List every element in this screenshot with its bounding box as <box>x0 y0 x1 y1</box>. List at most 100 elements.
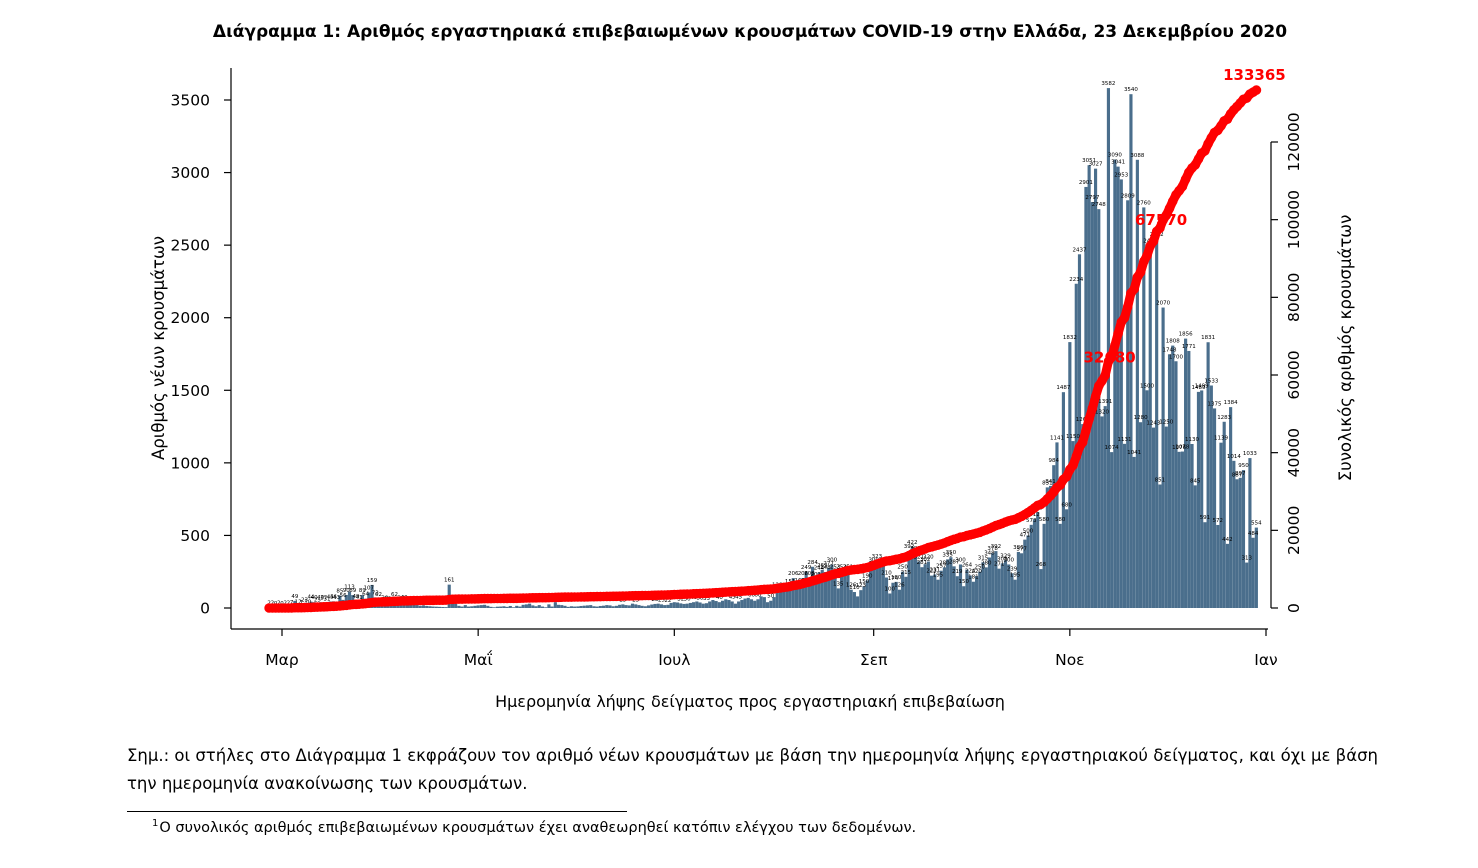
bar <box>1158 484 1162 608</box>
bar <box>1003 560 1008 608</box>
bar <box>720 600 725 608</box>
bar <box>714 601 718 608</box>
bar-value-label: 897 <box>1235 471 1246 477</box>
bar-value-label: 64 <box>362 592 369 598</box>
bar-value-label: 841 <box>1045 479 1056 485</box>
bar <box>788 586 792 608</box>
bar-value-label: 46 <box>330 594 337 600</box>
bar <box>775 589 779 608</box>
bar-value-label: 1487 <box>1056 385 1070 391</box>
cumulative-point <box>1084 414 1094 424</box>
bar-value-label: 572 <box>1213 518 1224 524</box>
bar-value-label: 73 <box>372 590 379 596</box>
bar <box>415 605 419 608</box>
bar <box>425 605 429 608</box>
bar-value-label: 30 <box>684 597 691 603</box>
y2-tick-label: 100000 <box>1285 190 1303 249</box>
bar <box>862 586 866 608</box>
bar-value-label: 1041 <box>1127 450 1141 456</box>
y-tick-label: 2000 <box>171 309 210 327</box>
bar <box>418 605 422 608</box>
bar <box>946 559 950 608</box>
cumulative-point <box>1251 85 1262 95</box>
bar-value-label: 41 <box>356 595 363 601</box>
bar <box>888 593 892 608</box>
bar-value-label: 257 <box>936 564 947 570</box>
bar <box>939 570 943 608</box>
y2-tick-label: 80000 <box>1285 273 1303 322</box>
bar-value-label: 315 <box>978 555 989 561</box>
bar <box>772 597 776 608</box>
y-tick-label: 500 <box>180 527 210 545</box>
bar <box>692 602 696 608</box>
bar <box>1219 442 1223 608</box>
bar <box>1151 427 1156 608</box>
bar-value-label: 1384 <box>1224 400 1238 406</box>
bar <box>1148 245 1152 608</box>
bar-value-label: 1130 <box>1185 437 1199 443</box>
bar-value-label: 150 <box>958 579 969 585</box>
cumulative-point <box>1135 267 1146 278</box>
bar-value-label: 159 <box>367 578 378 584</box>
bar-value-label: 271 <box>994 562 1005 568</box>
bar <box>1209 385 1213 608</box>
bar-value-label: 31 <box>324 597 331 603</box>
bar-value-label: 3041 <box>1111 160 1125 166</box>
bar-value-label: 2797 <box>1085 195 1099 201</box>
bar <box>1216 524 1220 608</box>
bar <box>1026 535 1030 608</box>
bar <box>1087 165 1091 609</box>
bar <box>457 605 461 608</box>
bar-value-label: 386 <box>1013 545 1024 551</box>
bar <box>611 606 615 608</box>
y2-axis-label: Συνολικός αριθμός κρουσμάτων <box>1336 215 1355 482</box>
bar <box>1020 553 1024 608</box>
bar <box>823 572 828 608</box>
bar <box>1000 563 1004 608</box>
bar <box>936 579 940 608</box>
bar <box>640 605 644 608</box>
bar-value-label: 1748 <box>1163 347 1177 353</box>
bar <box>708 601 712 608</box>
bar-value-label: 378 <box>987 546 998 552</box>
bar <box>672 602 676 608</box>
bar <box>1225 543 1229 608</box>
chart-title: Διάγραμμα 1: Αριθμός εργαστηριακά επιβεβ… <box>212 22 1288 42</box>
bar <box>839 571 844 608</box>
bar-value-label: 3027 <box>1089 162 1103 168</box>
bar-value-label: 219 <box>952 569 963 575</box>
bar <box>756 599 760 608</box>
y-tick-label: 1500 <box>171 382 210 400</box>
bar <box>904 576 908 608</box>
bar-value-label: 392 <box>904 544 915 550</box>
bar-value-label: 580 <box>1055 517 1066 523</box>
bar-value-label: 43 <box>333 595 340 601</box>
bar-value-label: 2234 <box>1069 277 1083 283</box>
bar-value-label: 174 <box>888 576 899 582</box>
bar <box>978 571 982 608</box>
bar-value-label: 277 <box>823 561 834 567</box>
bar <box>560 605 564 608</box>
bar <box>605 605 609 608</box>
bar <box>1139 422 1143 608</box>
bar <box>518 606 522 608</box>
bar-value-label: 135 <box>833 581 844 587</box>
bar <box>698 602 702 608</box>
bar <box>1036 512 1040 608</box>
footnote-marker: 1 <box>152 818 159 829</box>
bar <box>666 604 670 608</box>
bar <box>746 597 750 608</box>
x-tick-label: Σεπ <box>860 651 888 669</box>
bar <box>688 602 692 608</box>
bar-value-label: 1078 <box>1175 445 1189 451</box>
bar-value-label: 329 <box>1000 553 1011 559</box>
bar <box>975 576 979 608</box>
bar <box>1232 460 1236 608</box>
bar <box>405 604 409 608</box>
bar <box>1110 452 1114 608</box>
bar <box>724 599 728 608</box>
bar <box>836 588 840 608</box>
bar <box>476 605 480 608</box>
bar <box>653 603 657 608</box>
bar <box>894 581 898 608</box>
